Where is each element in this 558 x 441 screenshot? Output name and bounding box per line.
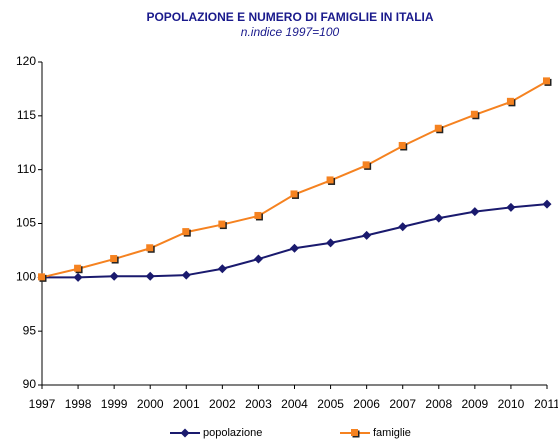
y-tick-label: 90 bbox=[23, 377, 37, 391]
chart-title: POPOLAZIONE E NUMERO DI FAMIGLIE IN ITAL… bbox=[146, 10, 433, 24]
data-point bbox=[434, 213, 444, 223]
data-point bbox=[506, 97, 514, 105]
legend-label: popolazione bbox=[203, 427, 262, 439]
y-tick-label: 115 bbox=[17, 108, 36, 122]
data-point bbox=[74, 264, 82, 272]
x-tick-label: 2008 bbox=[425, 397, 452, 411]
data-point bbox=[253, 254, 263, 264]
x-tick-label: 2011 bbox=[534, 397, 558, 411]
data-point bbox=[542, 199, 552, 209]
data-point bbox=[362, 230, 372, 240]
data-point bbox=[326, 176, 334, 184]
x-tick-label: 2010 bbox=[498, 397, 525, 411]
legend-marker bbox=[351, 429, 358, 436]
x-tick-label: 2001 bbox=[173, 397, 200, 411]
data-point bbox=[434, 124, 442, 132]
data-point bbox=[326, 238, 336, 248]
y-tick-label: 95 bbox=[23, 323, 37, 337]
y-tick-label: 110 bbox=[17, 162, 36, 176]
data-point bbox=[398, 222, 408, 232]
data-point bbox=[506, 202, 516, 212]
data-point bbox=[110, 255, 118, 263]
data-point bbox=[290, 243, 299, 253]
data-point bbox=[73, 272, 83, 282]
data-point bbox=[362, 161, 370, 169]
legend-marker bbox=[180, 428, 190, 438]
series-line bbox=[42, 203, 548, 279]
data-point bbox=[145, 271, 155, 281]
x-tick-label: 2004 bbox=[281, 397, 308, 411]
x-tick-label: 2006 bbox=[353, 397, 380, 411]
x-tick-label: 2002 bbox=[209, 397, 236, 411]
data-point bbox=[146, 244, 154, 252]
x-tick-label: 1999 bbox=[101, 397, 128, 411]
x-tick-label: 2003 bbox=[245, 397, 272, 411]
data-point bbox=[217, 264, 227, 274]
x-tick-label: 2000 bbox=[137, 397, 164, 411]
data-point bbox=[290, 190, 298, 198]
chart-subtitle: n.indice 1997=100 bbox=[241, 25, 340, 39]
x-tick-label: 2007 bbox=[389, 397, 416, 411]
x-tick-label: 1998 bbox=[65, 397, 92, 411]
data-point bbox=[543, 77, 550, 85]
data-point bbox=[398, 141, 406, 149]
data-point bbox=[470, 110, 478, 118]
data-point bbox=[181, 270, 191, 280]
y-tick-label: 120 bbox=[16, 54, 36, 68]
x-tick-label: 2005 bbox=[317, 397, 344, 411]
y-tick-label: 105 bbox=[16, 216, 36, 230]
data-point bbox=[109, 271, 119, 281]
y-tick-label: 100 bbox=[16, 270, 36, 284]
x-tick-label: 2009 bbox=[462, 397, 489, 411]
x-tick-label: 1997 bbox=[29, 397, 56, 411]
data-point bbox=[182, 228, 190, 236]
legend-label: famiglie bbox=[373, 427, 411, 439]
data-point bbox=[218, 220, 226, 228]
data-point bbox=[38, 273, 45, 281]
data-point bbox=[254, 211, 262, 219]
data-point bbox=[470, 207, 480, 217]
